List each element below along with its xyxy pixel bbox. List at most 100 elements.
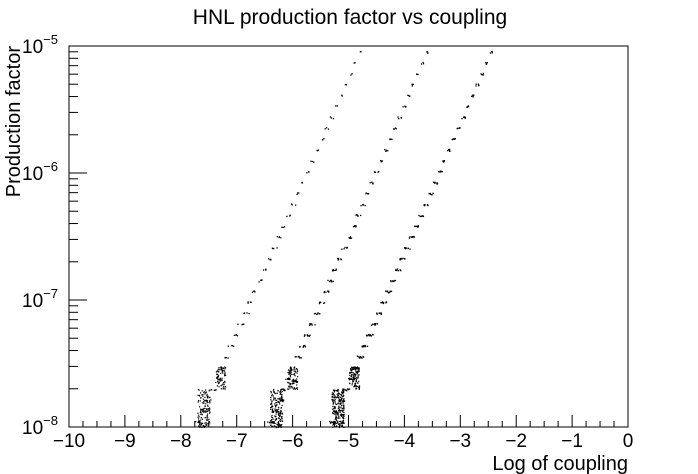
data-point: [205, 423, 207, 426]
data-point: [208, 410, 210, 412]
data-point: [216, 370, 218, 372]
data-point: [205, 389, 207, 391]
data-point: [393, 128, 395, 130]
data-point: [200, 419, 202, 421]
data-point: [293, 380, 295, 382]
data-point: [204, 399, 206, 401]
data-point: [287, 378, 289, 380]
data-point: [290, 369, 293, 371]
data-point: [318, 302, 321, 305]
data-point: [341, 395, 343, 397]
y-axis-label: Production factor: [3, 46, 25, 198]
data-point: [273, 421, 275, 423]
data-point: [332, 412, 335, 415]
data-point: [490, 50, 493, 53]
data-point: [221, 371, 223, 373]
data-point: [309, 334, 311, 337]
data-point: [202, 425, 204, 427]
data-point: [437, 171, 440, 173]
data-point: [278, 417, 280, 420]
data-point: [275, 411, 277, 413]
data-point: [343, 394, 345, 396]
data-point: [289, 214, 291, 216]
data-point: [201, 390, 203, 392]
data-point: [403, 258, 406, 260]
data-point: [208, 409, 210, 411]
data-point: [269, 420, 272, 422]
data-point: [332, 423, 335, 425]
data-point: [276, 236, 278, 238]
data-point: [278, 414, 280, 416]
data-point: [330, 280, 332, 282]
data-point: [348, 378, 351, 381]
data-point: [280, 426, 282, 428]
data-point: [381, 301, 384, 303]
data-point: [432, 181, 435, 184]
data-point: [208, 397, 210, 399]
data-point: [354, 375, 356, 377]
data-point: [357, 377, 359, 379]
data-point: [280, 413, 282, 415]
data-point: [273, 391, 275, 394]
data-point: [389, 290, 391, 292]
data-point: [293, 374, 296, 376]
data-point: [310, 160, 312, 162]
data-point: [374, 171, 377, 174]
data-point: [289, 387, 291, 389]
data-point: [270, 416, 273, 418]
data-point: [220, 367, 222, 369]
data-point: [360, 205, 362, 207]
data-point: [279, 419, 281, 422]
data-point: [356, 368, 359, 370]
data-point: [270, 392, 272, 394]
data-point: [202, 411, 205, 413]
data-point: [219, 377, 221, 379]
data-point: [327, 128, 330, 130]
data-point: [243, 323, 245, 325]
data-point: [217, 374, 220, 376]
data-point: [199, 425, 201, 427]
data-point: [334, 396, 336, 398]
data-point: [206, 418, 208, 420]
data-point: [342, 416, 344, 418]
data-point: [335, 411, 338, 413]
data-point: [361, 345, 363, 347]
data-point: [355, 375, 357, 377]
data-point: [206, 423, 208, 425]
data-point: [222, 367, 224, 369]
data-point: [208, 418, 210, 421]
data-point: [354, 377, 357, 380]
data-point: [335, 415, 337, 417]
data-point: [282, 388, 284, 390]
data-point: [457, 127, 459, 129]
data-point: [314, 324, 316, 326]
data-point: [385, 301, 388, 303]
data-point: [335, 418, 338, 420]
data-point: [277, 421, 279, 423]
data-point: [280, 425, 282, 427]
data-point: [290, 203, 293, 205]
data-point: [334, 389, 336, 392]
data-point: [343, 409, 345, 411]
data-point: [343, 421, 345, 423]
data-point: [294, 375, 296, 377]
data-point: [206, 393, 208, 395]
data-point: [357, 215, 359, 217]
data-point: [279, 410, 282, 412]
data-point: [288, 388, 290, 390]
data-point: [340, 394, 342, 396]
data-point: [338, 420, 340, 423]
data-point: [206, 395, 208, 397]
data-point: [282, 400, 284, 403]
data-point: [338, 425, 341, 427]
data-point: [294, 370, 296, 372]
data-point: [272, 247, 274, 250]
data-point: [482, 74, 484, 76]
data-point: [207, 413, 209, 415]
data-point: [224, 388, 226, 390]
data-point: [275, 399, 277, 401]
data-point: [355, 378, 358, 380]
y-tick-label: 10−6: [22, 159, 58, 185]
data-point: [206, 408, 208, 410]
data-point: [361, 357, 363, 359]
